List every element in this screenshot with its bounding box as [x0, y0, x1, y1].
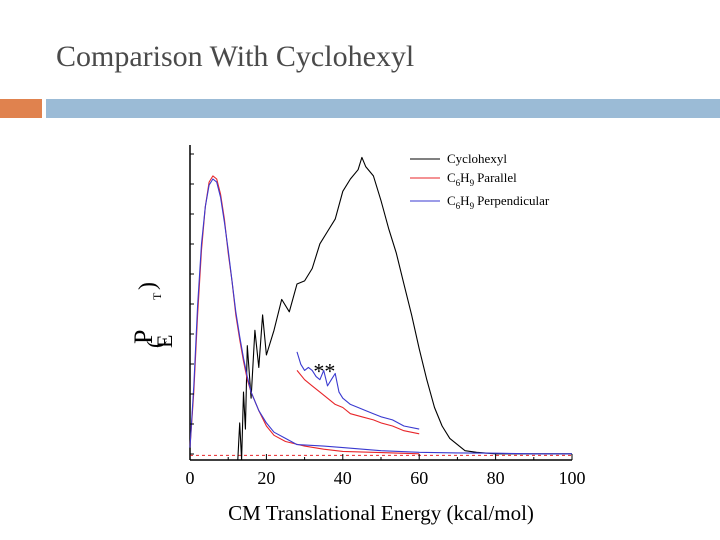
y-axis-label-e: E — [152, 335, 177, 348]
series-line-1 — [189, 175, 420, 455]
x-tick-label-3: 60 — [410, 468, 428, 488]
accent-bar-orange — [0, 99, 42, 118]
x-axis-label: CM Translational Energy (kcal/mol) — [228, 501, 534, 525]
y-axis-label-paren-close: ) — [135, 282, 161, 290]
x-tick-label-1: 20 — [257, 468, 275, 488]
y-axis-label-sub: T — [150, 292, 164, 300]
ticks-layer: 0 20 40 60 80 100 — [186, 153, 586, 488]
y-axis-label: P ( E T ) — [129, 282, 177, 348]
series-line-3 — [296, 370, 420, 435]
legend-formula-perp-9: 9 — [470, 201, 475, 211]
x-tick-label-4: 80 — [487, 468, 505, 488]
legend-formula-perp-c: C — [447, 193, 456, 208]
legend-formula-perp-h: H — [460, 193, 469, 208]
series-line-4 — [296, 351, 420, 430]
x-tick-label-2: 40 — [334, 468, 352, 488]
legend: Cyclohexyl C6H9 Parallel C6H9 Perpendicula… — [410, 151, 550, 211]
y-axis-label-p: P — [129, 330, 158, 344]
legend-label-parallel: C6H9 Parallel — [447, 170, 517, 188]
series-layer — [189, 156, 572, 461]
legend-formula-parallel-h: H — [460, 170, 469, 185]
slide-title: Comparison With Cyclohexyl — [56, 40, 415, 73]
legend-formula-perp-6: 6 — [456, 201, 461, 211]
annotation-stars: ** — [313, 358, 335, 383]
y-axis-label-paren-open: ( — [142, 341, 167, 348]
legend-label-cyclohexyl: Cyclohexyl — [447, 151, 507, 166]
x-tick-label-5: 100 — [559, 468, 586, 488]
legend-formula-parallel-6: 6 — [456, 178, 461, 188]
x-tick-label-0: 0 — [186, 468, 195, 488]
accent-bar-blue — [46, 99, 720, 118]
legend-formula-parallel-9: 9 — [470, 178, 475, 188]
series-line-0 — [237, 156, 572, 461]
legend-formula-parallel-c: C — [447, 170, 456, 185]
legend-label-perpendicular: C6H9 Perpendicular — [447, 193, 550, 211]
series-line-2 — [189, 178, 572, 455]
legend-text-parallel: Parallel — [477, 170, 517, 185]
legend-text-perpendicular: Perpendicular — [477, 193, 550, 208]
